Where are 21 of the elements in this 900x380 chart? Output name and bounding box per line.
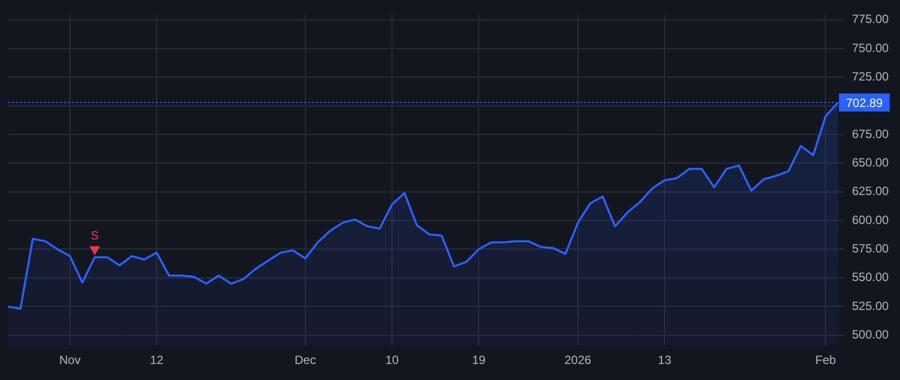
x-tick-label: Nov	[59, 353, 81, 368]
x-tick-label: 19	[472, 353, 486, 368]
x-tick-label: 13	[658, 353, 672, 368]
x-tick-label: 10	[385, 353, 400, 368]
x-tick-label: Feb	[815, 353, 836, 368]
y-tick-label: 600.00	[852, 212, 890, 227]
y-tick-label: 575.00	[852, 242, 890, 256]
y-tick-label: 650.00	[852, 156, 890, 170]
y-tick-label: 775.00	[852, 12, 890, 26]
x-tick-label: Dec	[294, 353, 316, 368]
y-tick-label: 625.00	[852, 184, 890, 198]
y-tick-label: 525.00	[852, 298, 890, 313]
annotation: S	[90, 228, 99, 243]
y-tick-label: 500.00	[852, 328, 890, 342]
ref-line-label: 702.89	[846, 96, 884, 110]
x-tick-label: 2026	[564, 353, 592, 368]
y-tick-label: 750.00	[852, 40, 890, 55]
y-tick-label: 725.00	[852, 69, 890, 84]
x-tick-label: 12	[150, 353, 164, 368]
y-tick-label: 675.00	[852, 126, 890, 141]
y-tick-label: 550.00	[852, 270, 890, 284]
